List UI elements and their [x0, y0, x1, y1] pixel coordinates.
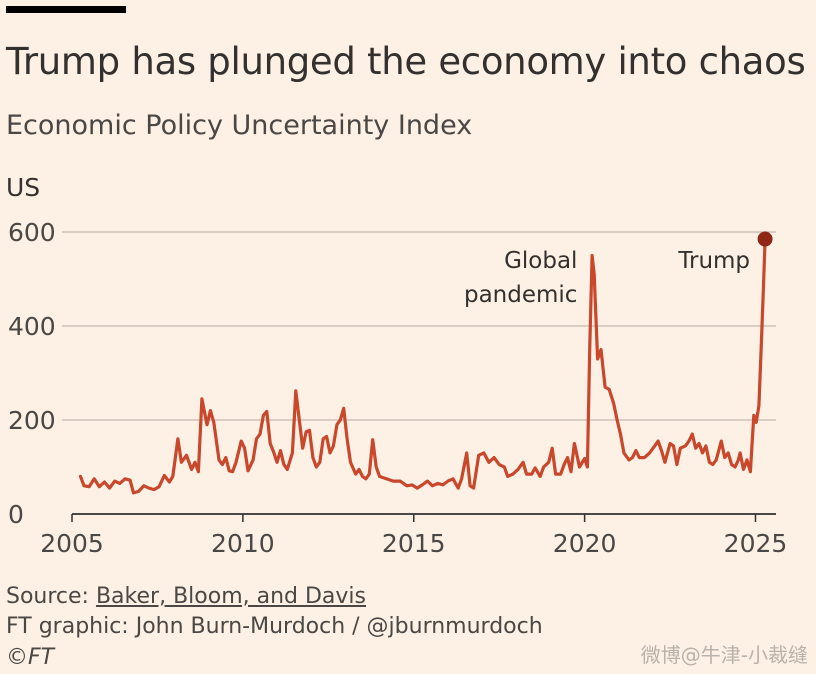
annotation-0-line-0: Global	[504, 248, 577, 274]
x-tick-label-2005: 2005	[40, 529, 104, 558]
x-tick-label-2010: 2010	[211, 529, 275, 558]
y-tick-label-600: 600	[8, 218, 56, 247]
source-link[interactable]: Baker, Bloom, and Davis	[95, 584, 367, 609]
x-tick-label-2015: 2015	[382, 529, 446, 558]
series-line-0	[78, 237, 767, 495]
chart-subtitle: Economic Policy Uncertainty Index	[6, 110, 473, 141]
source-prefix: Source:	[6, 584, 96, 609]
annotation-1-line-0: Trump	[677, 248, 750, 274]
y-axis-label: US	[6, 173, 41, 202]
y-tick-label-400: 400	[8, 312, 56, 341]
x-tick-label-2025: 2025	[724, 529, 788, 558]
endpoint-dot	[757, 231, 773, 247]
weibo-watermark: 微博@牛津-小裁缝	[640, 643, 808, 667]
graphic-credit: FT graphic: John Burn-Murdoch / @jburnmu…	[6, 614, 543, 639]
y-tick-label-200: 200	[8, 406, 56, 435]
chart-title: Trump has plunged the economy into chaos	[6, 40, 806, 83]
copyright: ©FT	[6, 645, 55, 670]
source-line: Source: Baker, Bloom, and Davis	[6, 582, 366, 612]
x-tick-label-2020: 2020	[553, 529, 617, 558]
annotation-0-line-1: pandemic	[464, 282, 577, 308]
ft-top-bar	[6, 6, 126, 13]
y-tick-label-0: 0	[8, 500, 24, 529]
